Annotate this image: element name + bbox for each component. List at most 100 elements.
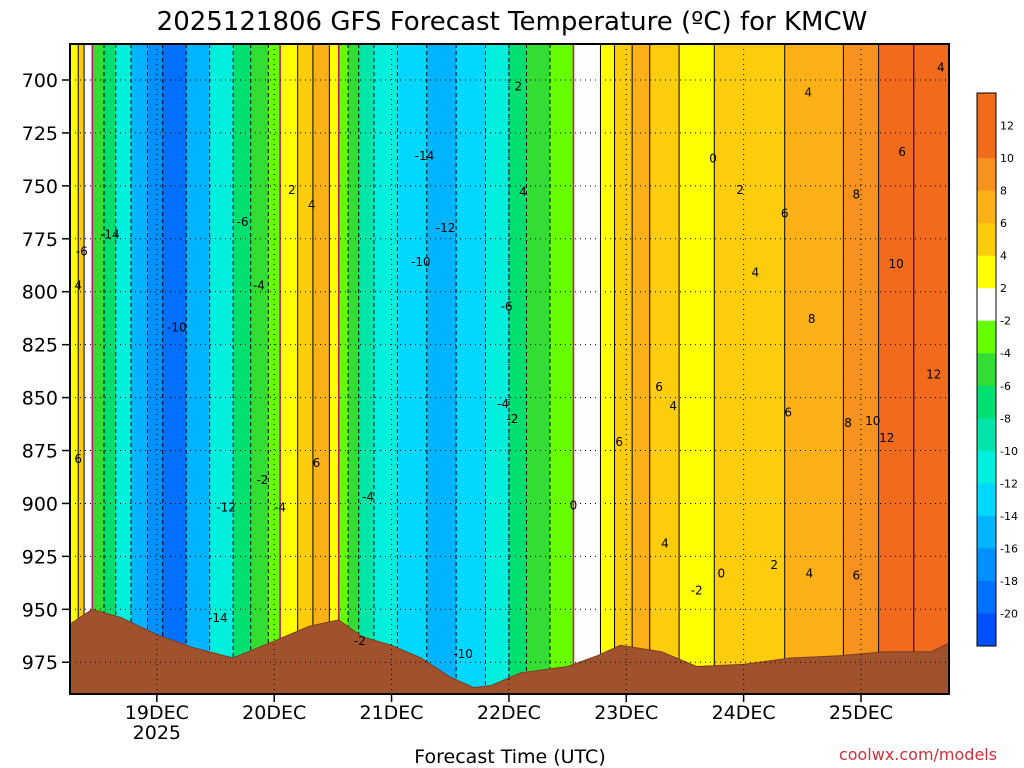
colorbar-label: -20 — [1000, 607, 1018, 620]
colorbar-swatch — [977, 125, 996, 159]
contour-label: -4 — [253, 278, 265, 292]
contour-label: -14 — [100, 228, 120, 242]
colorbar-label: 12 — [1000, 120, 1014, 133]
contour-label: -14 — [415, 149, 435, 163]
colorbar-swatch — [977, 320, 996, 354]
contour-label: 8 — [844, 416, 852, 430]
contour-label: 4 — [661, 537, 669, 551]
contour-label: 12 — [926, 367, 941, 381]
colorbar-swatch — [977, 613, 996, 647]
y-tick-label: 975 — [22, 652, 58, 674]
x-tick-sublabel: 2025 — [133, 722, 181, 744]
temperature-band — [78, 44, 85, 694]
colorbar-label: 2 — [1000, 282, 1007, 295]
colorbar-swatch — [977, 548, 996, 582]
colorbar-label: 6 — [1000, 217, 1007, 230]
y-tick-label: 775 — [22, 229, 58, 251]
contour-label: 2 — [736, 183, 744, 197]
colorbar-label: -4 — [1000, 347, 1011, 360]
colorbar-swatch — [977, 483, 996, 517]
temperature-band — [373, 44, 398, 694]
temperature-band — [549, 44, 574, 694]
colorbar-label: -12 — [1000, 477, 1018, 490]
y-tick-label: 900 — [22, 493, 58, 515]
temperature-band — [280, 44, 299, 694]
contour-label: -10 — [411, 255, 431, 269]
temperature-band — [714, 44, 786, 694]
y-tick-label: 925 — [22, 546, 58, 568]
colorbar-swatch — [977, 353, 996, 387]
contour-label: -2 — [691, 583, 703, 597]
contour-label: 6 — [784, 405, 792, 419]
temperature-band — [485, 44, 510, 694]
contour-label: 6 — [313, 456, 321, 470]
colorbar-swatch — [977, 580, 996, 614]
contour-label: 4 — [308, 198, 316, 212]
contour-label: -2 — [506, 412, 518, 426]
temperature-band — [614, 44, 633, 694]
temperature-band — [329, 44, 340, 694]
contour-label: -4 — [497, 397, 509, 411]
contour-label: 4 — [669, 399, 677, 413]
contour-label: 4 — [804, 86, 812, 100]
x-tick-label: 24DEC — [712, 702, 776, 724]
temperature-band — [426, 44, 457, 694]
y-tick-label: 825 — [22, 335, 58, 357]
temperature-band — [784, 44, 844, 694]
contour-label: 4 — [806, 566, 814, 580]
contour-label: 6 — [781, 206, 789, 220]
y-tick-label: 725 — [22, 123, 58, 145]
contour-label: 12 — [879, 431, 894, 445]
credit-text: coolwx.com/models — [839, 745, 997, 764]
temperature-band — [70, 44, 79, 694]
colorbar-swatch — [977, 450, 996, 484]
contour-label: -12 — [436, 221, 456, 235]
colorbar-label: -16 — [1000, 542, 1018, 555]
temperature-band — [233, 44, 252, 694]
temperature-band — [508, 44, 528, 694]
contour-label: 6 — [615, 435, 623, 449]
temperature-band — [600, 44, 616, 694]
contour-label: -12 — [216, 501, 236, 515]
colorbar-label: -10 — [1000, 445, 1018, 458]
contour-label: 0 — [570, 499, 578, 513]
temperature-band — [147, 44, 164, 694]
colorbar-swatch — [977, 93, 996, 127]
temperature-band — [92, 44, 105, 694]
temperature-band — [358, 44, 375, 694]
colorbar-swatch — [977, 255, 996, 289]
temperature-band — [115, 44, 132, 694]
temperature-band — [913, 44, 949, 694]
contour-label: 2 — [288, 183, 296, 197]
y-tick-label: 700 — [22, 70, 58, 92]
contour-label: 2 — [514, 79, 522, 93]
colorbar-swatch — [977, 223, 996, 257]
contour-label: 0 — [718, 566, 726, 580]
y-tick-label: 875 — [22, 441, 58, 463]
colorbar-swatch — [977, 418, 996, 452]
colorbar-label: -2 — [1000, 315, 1011, 328]
colorbar-swatch — [977, 385, 996, 419]
contour-label: 0 — [709, 151, 717, 165]
colorbar-swatch — [977, 288, 996, 322]
temperature-band — [632, 44, 651, 694]
temperature-band — [878, 44, 915, 694]
colorbar-label: -8 — [1000, 412, 1011, 425]
colorbar-swatch — [977, 158, 996, 192]
contour-label: -10 — [167, 321, 187, 335]
temperature-band — [312, 44, 330, 694]
contour-label: -4 — [362, 490, 374, 504]
y-tick-label: 750 — [22, 176, 58, 198]
contour-label: -14 — [208, 611, 228, 625]
contour-label: -2 — [354, 634, 366, 648]
colorbar-label: 8 — [1000, 185, 1007, 198]
colorbar-label: 4 — [1000, 250, 1007, 263]
contour-label: 2 — [770, 558, 778, 572]
contour-label: 6 — [898, 145, 906, 159]
contour-label: -6 — [501, 300, 513, 314]
contour-label: -10 — [453, 647, 473, 661]
contour-label: 4 — [74, 278, 82, 292]
terrain-surface — [70, 608, 949, 694]
colorbar-label: -14 — [1000, 510, 1018, 523]
